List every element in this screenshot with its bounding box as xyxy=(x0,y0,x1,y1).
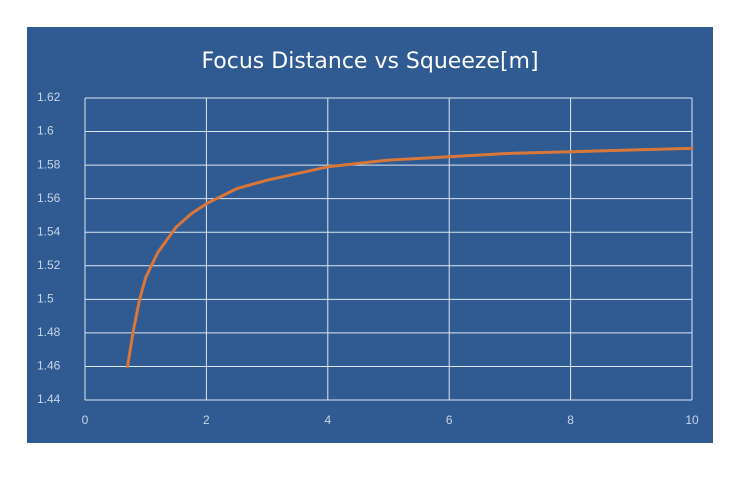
chart-title: Focus Distance vs Squeeze[m] xyxy=(201,49,538,74)
y-tick-label: 1.54 xyxy=(37,224,61,238)
y-tick-label: 1.52 xyxy=(37,258,61,272)
y-tick-label: 1.62 xyxy=(37,90,61,104)
x-tick-label: 2 xyxy=(203,413,210,427)
x-tick-label: 6 xyxy=(446,413,453,427)
x-tick-label: 0 xyxy=(82,413,89,427)
y-tick-label: 1.58 xyxy=(37,157,61,171)
y-tick-label: 1.6 xyxy=(37,124,54,138)
x-tick-label: 8 xyxy=(567,413,574,427)
y-tick-label: 1.46 xyxy=(37,359,61,373)
y-tick-label: 1.48 xyxy=(37,325,61,339)
y-tick-label: 1.44 xyxy=(37,392,61,406)
y-tick-label: 1.5 xyxy=(37,292,54,306)
data-line xyxy=(125,146,694,368)
y-tick-label: 1.56 xyxy=(37,191,61,205)
chart-background xyxy=(27,27,713,443)
x-tick-label: 4 xyxy=(324,413,331,427)
x-tick-label: 10 xyxy=(685,413,699,427)
